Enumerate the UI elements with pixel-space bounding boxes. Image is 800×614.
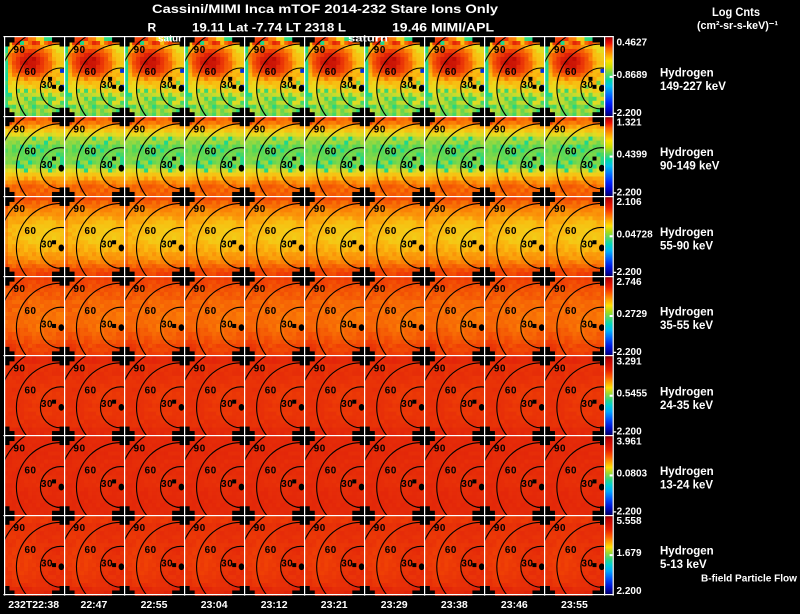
svg-text:23:12: 23:12 <box>261 599 288 609</box>
svg-text:(cm²-sr-s-keV)⁻¹: (cm²-sr-s-keV)⁻¹ <box>697 20 778 32</box>
svg-text:90-149 keV: 90-149 keV <box>660 161 720 173</box>
svg-text:Hydrogen: Hydrogen <box>660 546 714 558</box>
svg-text:0.0803: 0.0803 <box>617 468 648 479</box>
svg-text:5-13 keV: 5-13 keV <box>660 559 707 571</box>
svg-text:23:04: 23:04 <box>201 599 228 609</box>
svg-text:saturn: saturn <box>348 34 388 45</box>
svg-text:satur: satur <box>158 34 182 45</box>
svg-text:0.4627: 0.4627 <box>617 38 648 49</box>
svg-text:35-55 keV: 35-55 keV <box>660 320 713 332</box>
svg-text:0.5455: 0.5455 <box>617 389 648 400</box>
svg-text:2.200: 2.200 <box>617 586 642 597</box>
svg-text:23:38: 23:38 <box>441 599 468 609</box>
svg-text:13-24 keV: 13-24 keV <box>660 480 713 492</box>
svg-text:23:55: 23:55 <box>561 599 588 609</box>
svg-text:-2.200: -2.200 <box>613 267 642 278</box>
svg-text:Hydrogen: Hydrogen <box>660 466 714 478</box>
svg-text:Hydrogen: Hydrogen <box>660 227 714 239</box>
svg-text:Hydrogen: Hydrogen <box>660 68 714 80</box>
svg-text:23:29: 23:29 <box>381 599 408 609</box>
svg-text:B-field Particle Flow: B-field Particle Flow <box>701 574 798 585</box>
svg-text:149-227 keV: 149-227 keV <box>660 81 726 93</box>
svg-text:Hydrogen: Hydrogen <box>660 386 714 398</box>
svg-text:3.291: 3.291 <box>617 357 642 368</box>
svg-text:23:21: 23:21 <box>321 599 348 609</box>
svg-text:24-35 keV: 24-35 keV <box>660 400 713 412</box>
svg-text:-2.200: -2.200 <box>613 188 642 199</box>
svg-text:0.2729: 0.2729 <box>617 309 648 320</box>
svg-text:22:55: 22:55 <box>141 599 168 609</box>
svg-text:-2.200: -2.200 <box>613 506 642 517</box>
svg-text:19.46 MIMI/APL: 19.46 MIMI/APL <box>392 21 494 35</box>
svg-text:R: R <box>148 21 157 35</box>
svg-text:19.11 Lat -7.74 LT 2318 L: 19.11 Lat -7.74 LT 2318 L <box>192 21 346 35</box>
svg-text:0.4399: 0.4399 <box>617 150 648 161</box>
svg-text:-2.200: -2.200 <box>613 347 642 358</box>
svg-text:5.558: 5.558 <box>617 516 642 527</box>
svg-text:-2.200: -2.200 <box>613 108 642 119</box>
svg-text:-2.200: -2.200 <box>613 427 642 438</box>
svg-text:232T22:38: 232T22:38 <box>8 599 59 609</box>
svg-text:2.746: 2.746 <box>617 277 642 288</box>
svg-text:23:46: 23:46 <box>501 599 528 609</box>
svg-text:-0.8689: -0.8689 <box>613 70 647 81</box>
svg-text:Cassini/MIMI Inca mTOF 2014-2: Cassini/MIMI Inca mTOF 2014-232 Stare Io… <box>152 2 498 16</box>
svg-text:22:47: 22:47 <box>81 599 108 609</box>
svg-text:1.321: 1.321 <box>617 117 642 128</box>
svg-text:Log Cnts: Log Cnts <box>712 7 760 19</box>
svg-text:55-90 keV: 55-90 keV <box>660 240 713 252</box>
svg-text:Hydrogen: Hydrogen <box>660 307 714 319</box>
svg-text:2.106: 2.106 <box>617 197 642 208</box>
svg-text:0.04728: 0.04728 <box>617 229 654 240</box>
svg-text:3.961: 3.961 <box>617 436 642 447</box>
svg-text:1.679: 1.679 <box>617 548 642 559</box>
svg-text:Hydrogen: Hydrogen <box>660 147 714 159</box>
